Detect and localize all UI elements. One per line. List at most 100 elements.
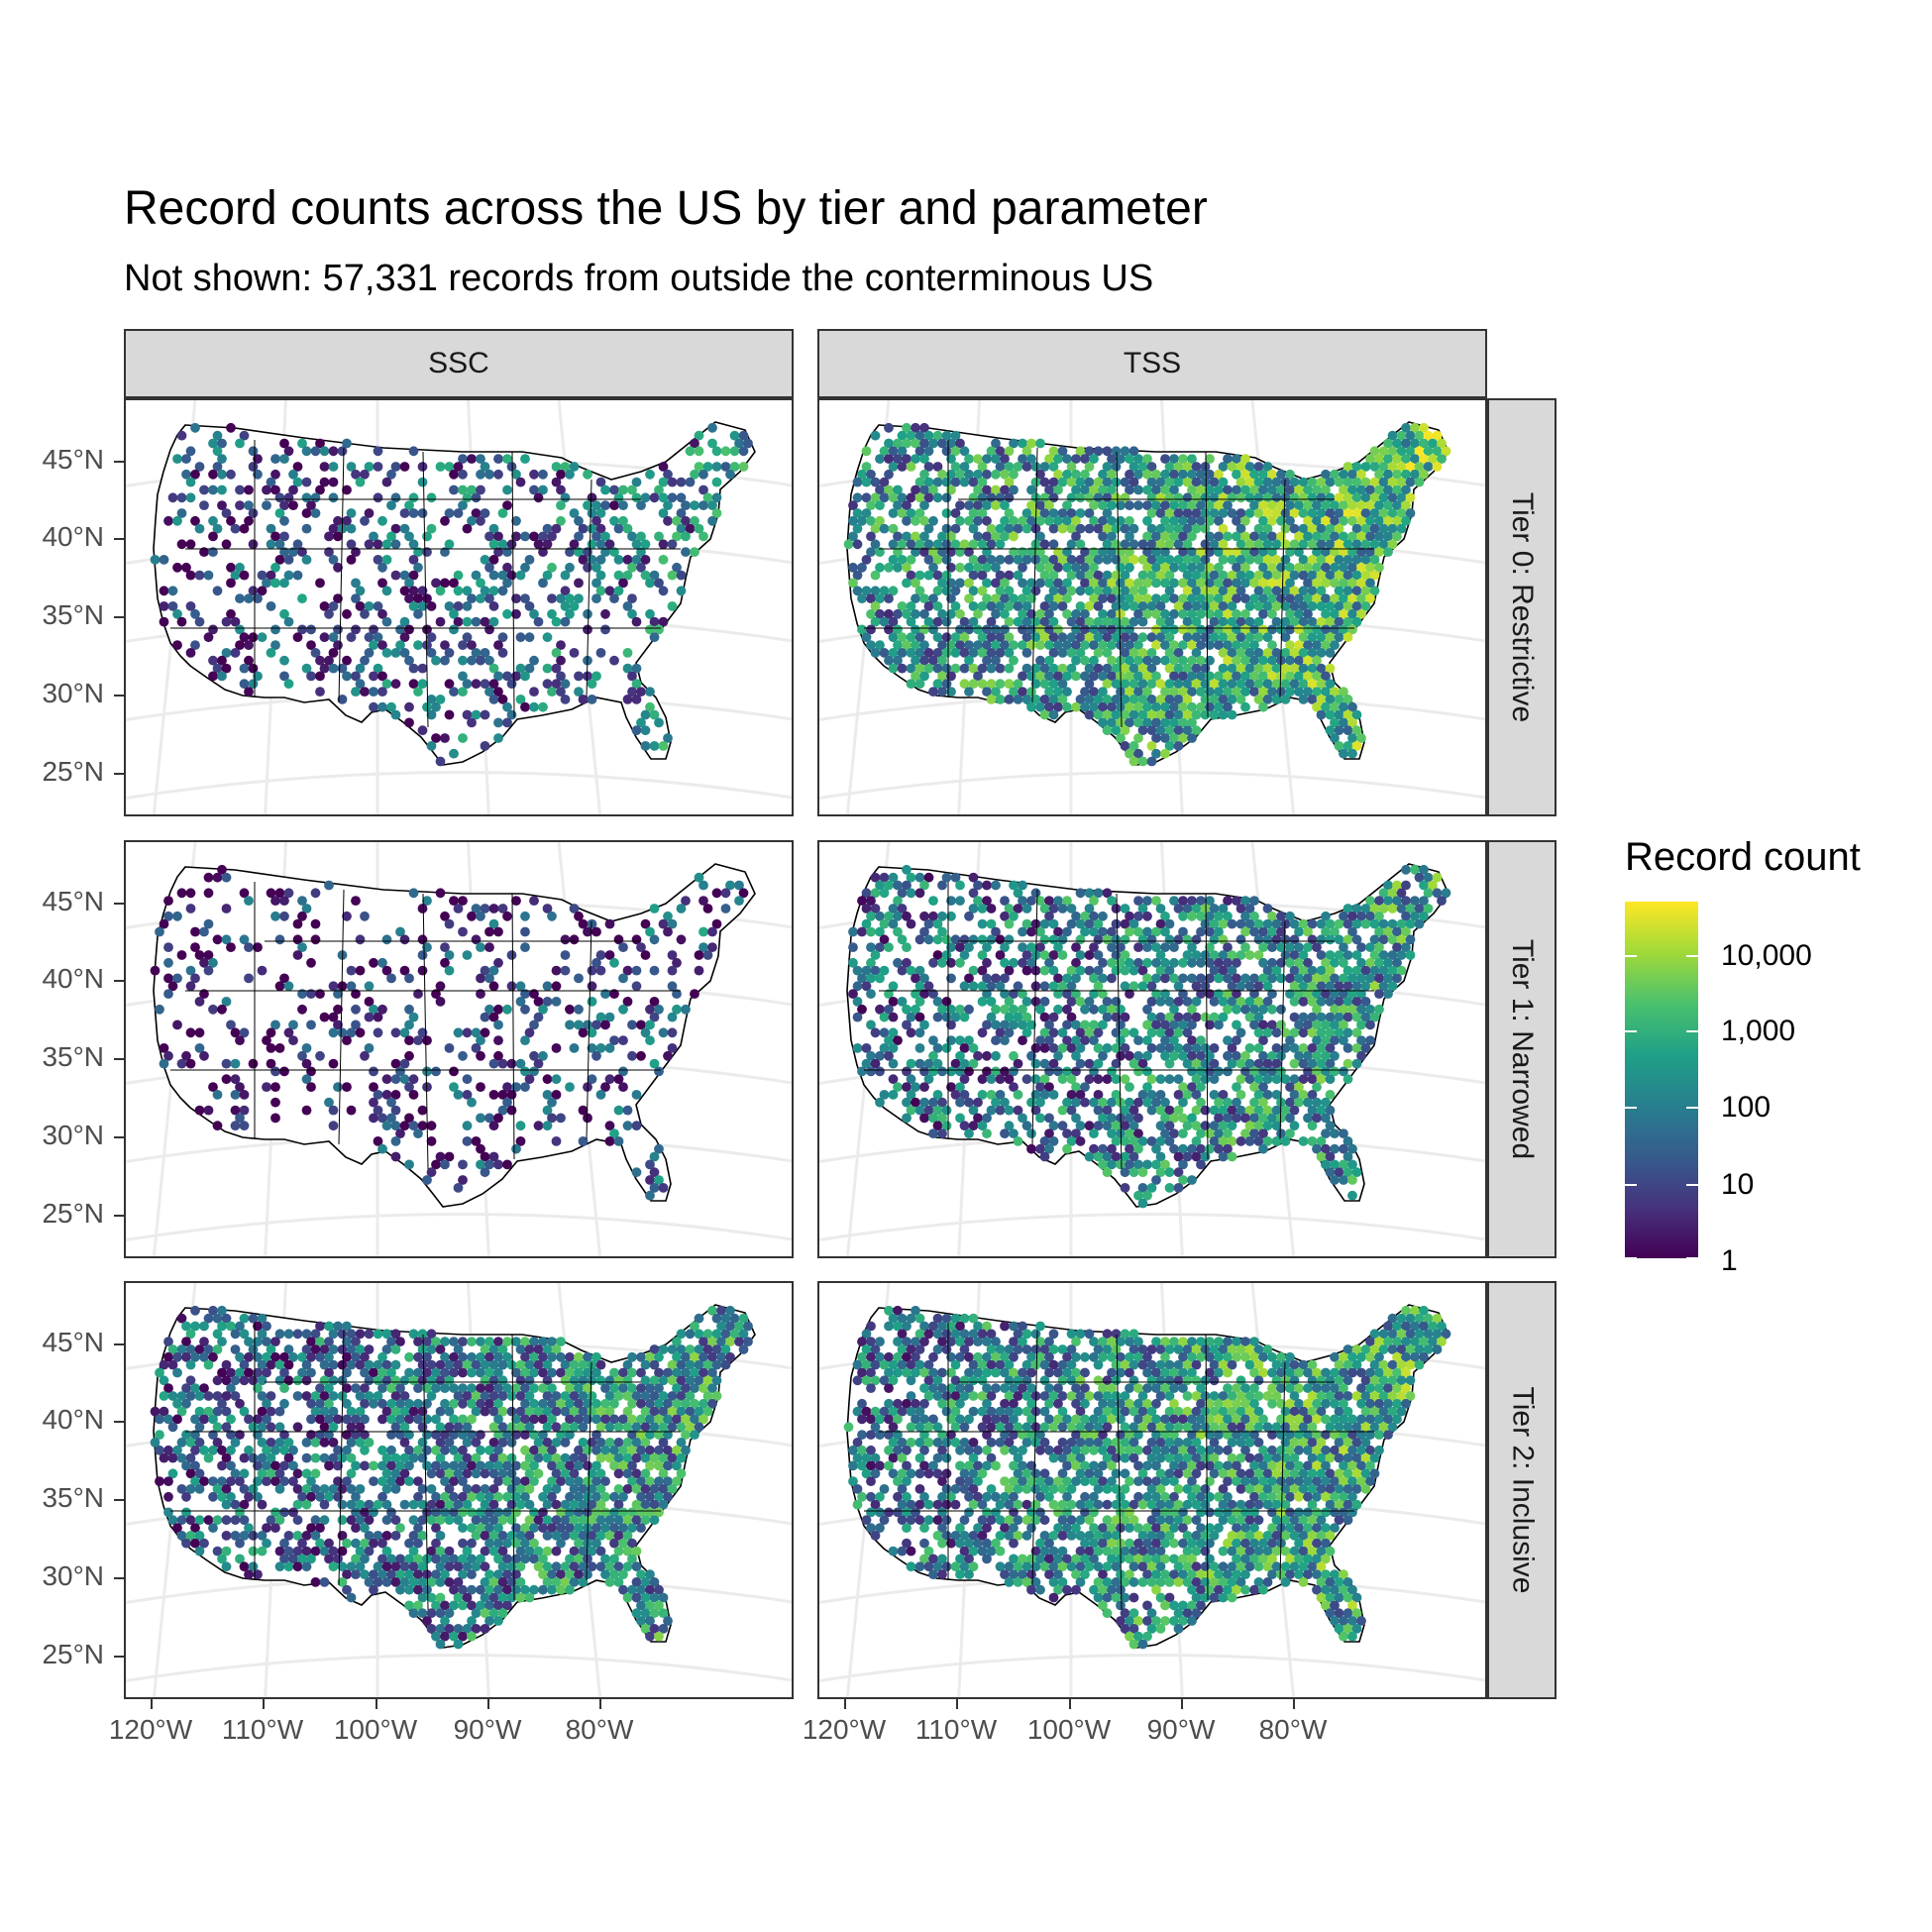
hexbin-cell xyxy=(852,492,863,503)
hexbin-cell xyxy=(1214,911,1224,921)
hexbin-cell xyxy=(1044,1035,1054,1045)
hexbin-cell xyxy=(417,679,428,690)
hexbin-cell xyxy=(1116,593,1126,603)
hexbin-cell xyxy=(1146,539,1157,550)
hexbin-cell xyxy=(982,957,992,968)
hexbin-cell xyxy=(1298,648,1309,658)
hexbin-cell xyxy=(906,1105,916,1116)
hexbin-cell xyxy=(1325,616,1336,627)
hexbin-cell xyxy=(538,484,548,495)
hexbin-cell xyxy=(884,655,894,666)
hexbin-cell xyxy=(1075,1136,1086,1146)
hexbin-cell xyxy=(440,957,450,968)
hexbin-cell xyxy=(1066,508,1077,518)
hexbin-cell xyxy=(1351,904,1362,913)
hexbin-cell xyxy=(1044,500,1054,510)
hexbin-cell xyxy=(587,1391,597,1401)
hexbin-cell xyxy=(221,997,232,1007)
hexbin-cell xyxy=(1164,492,1175,503)
hexbin-cell xyxy=(1392,438,1402,449)
hexbin-cell xyxy=(919,515,929,526)
hexbin-cell xyxy=(1307,997,1318,1007)
hexbin-cell xyxy=(172,562,182,573)
hexbin-cell xyxy=(1053,593,1063,603)
hexbin-cell xyxy=(515,1375,526,1386)
hexbin-cell xyxy=(476,1398,485,1409)
hexbin-cell xyxy=(1378,539,1389,550)
hexbin-cell xyxy=(524,1422,535,1433)
hexbin-cell xyxy=(1066,997,1077,1007)
hexbin-cell xyxy=(1289,601,1300,611)
hexbin-cell xyxy=(547,687,557,697)
hexbin-cell xyxy=(968,570,979,581)
hexbin-cell xyxy=(1053,469,1063,480)
hexbin-cell xyxy=(937,1128,947,1138)
hexbin-cell xyxy=(520,1066,530,1077)
hexbin-cell xyxy=(941,872,952,883)
hexbin-cell xyxy=(1044,608,1054,619)
hexbin-cell xyxy=(208,469,218,480)
hexbin-cell xyxy=(328,1406,339,1417)
hexbin-cell xyxy=(658,492,669,503)
hexbin-cell xyxy=(1142,547,1152,557)
hexbin-cell xyxy=(1102,1043,1113,1053)
hexbin-cell xyxy=(1347,701,1357,712)
hexbin-cell xyxy=(1414,872,1425,883)
hexbin-cell xyxy=(911,454,920,464)
hexbin-cell xyxy=(861,965,872,976)
hexbin-cell xyxy=(257,1313,268,1324)
hexbin-cell xyxy=(185,1359,196,1370)
hexbin-cell xyxy=(1062,973,1072,984)
hexbin-cell xyxy=(866,547,876,557)
hexbin-cell xyxy=(604,1391,615,1401)
hexbin-cell xyxy=(1325,1043,1336,1053)
hexbin-cell xyxy=(458,1351,468,1362)
hexbin-cell xyxy=(1325,601,1336,611)
hexbin-cell xyxy=(476,973,485,984)
hexbin-cell xyxy=(977,997,988,1007)
hexbin-cell xyxy=(893,531,903,542)
hexbin-cell xyxy=(1316,601,1327,611)
hexbin-cell xyxy=(1125,454,1134,464)
hexbin-cell xyxy=(1312,1004,1322,1015)
hexbin-cell xyxy=(1271,1058,1282,1069)
hexbin-cell xyxy=(1182,632,1193,643)
hexbin-cell xyxy=(1053,687,1063,697)
hexbin-cell xyxy=(1173,679,1184,690)
hexbin-cell xyxy=(1253,934,1264,945)
hexbin-cell xyxy=(248,1058,259,1069)
hexbin-cell xyxy=(1378,477,1389,487)
hexbin-cell xyxy=(1289,663,1300,674)
hexbin-cell xyxy=(1026,515,1036,526)
hexbin-cell xyxy=(738,1329,749,1340)
hexbin-cell xyxy=(181,1383,191,1393)
hexbin-cell xyxy=(1182,601,1193,611)
hexbin-cell xyxy=(636,717,646,728)
hexbin-cell xyxy=(897,539,908,550)
hexbin-cell xyxy=(449,1066,459,1077)
hexbin-cell xyxy=(1000,896,1010,906)
hexbin-cell xyxy=(515,1344,526,1354)
hexbin-cell xyxy=(729,446,740,457)
hexbin-cell xyxy=(1303,671,1313,682)
hexbin-cell xyxy=(395,926,405,937)
hexbin-cell xyxy=(476,1367,485,1378)
hexbin-cell xyxy=(1227,997,1237,1007)
hexbin-cell xyxy=(676,934,687,945)
hexbin-cell xyxy=(711,1344,722,1354)
hexbin-cell xyxy=(342,1321,352,1332)
hexbin-cell xyxy=(1303,1020,1313,1030)
hexbin-cell xyxy=(274,888,285,899)
strip-row-tier2: Tier 2: Inclusive xyxy=(1487,1281,1556,1699)
hexbin-cell xyxy=(315,484,325,495)
hexbin-cell xyxy=(986,601,997,611)
hexbin-cell xyxy=(1401,926,1411,937)
hexbin-cell xyxy=(1182,663,1193,674)
hexbin-cell xyxy=(520,911,530,921)
hexbin-cell xyxy=(1360,539,1371,550)
hexbin-cell xyxy=(897,462,908,472)
hexbin-cell xyxy=(977,950,988,960)
hexbin-cell xyxy=(297,911,307,921)
hexbin-cell xyxy=(645,1004,655,1015)
hexbin-cell xyxy=(1235,570,1246,581)
